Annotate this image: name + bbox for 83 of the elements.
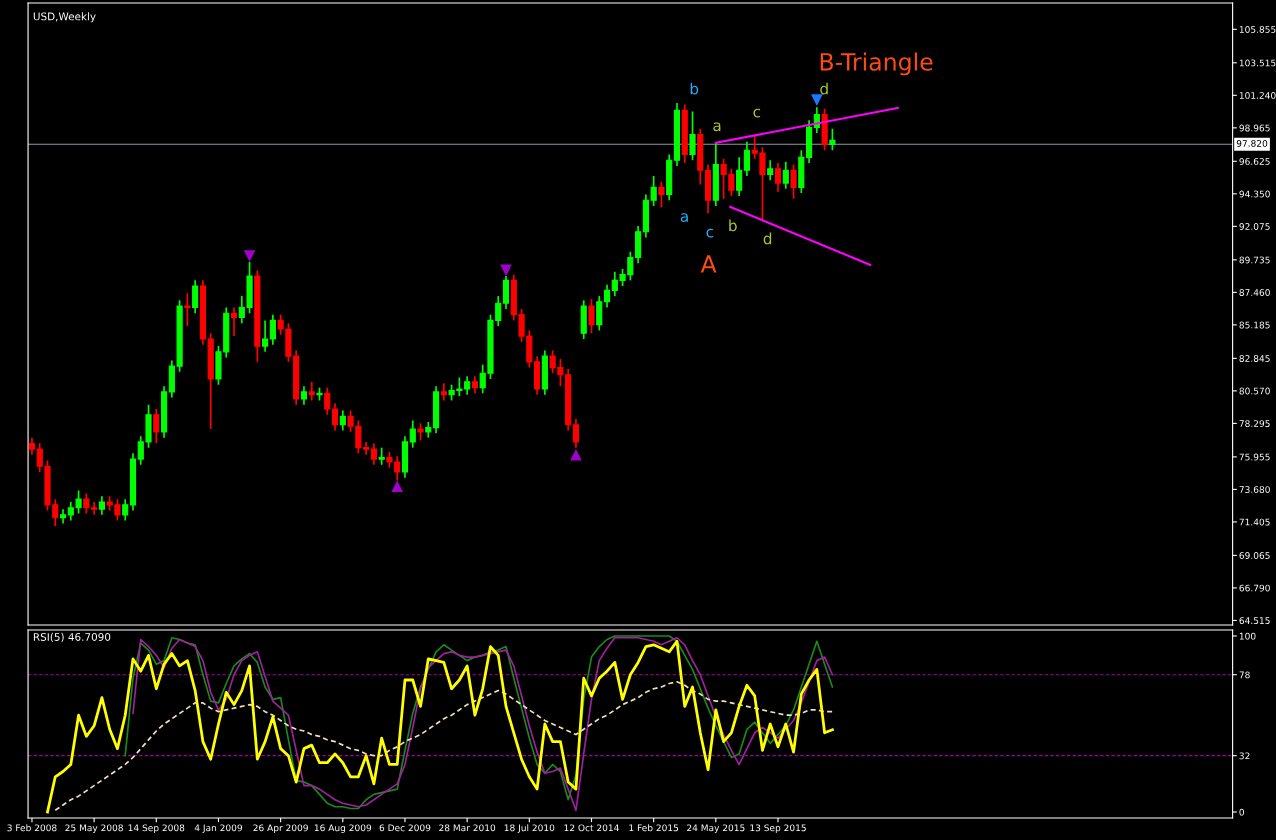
candlestick (689, 110, 696, 162)
candlestick (324, 386, 331, 416)
candlestick (98, 495, 105, 516)
candlestick (603, 283, 611, 309)
candlestick (596, 295, 603, 332)
y-tick-label: 100 (1239, 632, 1256, 640)
point (391, 480, 404, 493)
point (570, 448, 582, 461)
y-tick-label: 73.680 (1239, 486, 1270, 493)
x-tick-label: 16 Aug 2009 (314, 824, 372, 833)
candlestick (300, 385, 308, 406)
y-tick-label: 78 (1239, 671, 1250, 679)
y-tick-label: 71.405 (1239, 518, 1270, 526)
candlestick (440, 382, 447, 402)
annotation: a (713, 122, 721, 132)
y-tick-label: 87.460 (1239, 289, 1270, 296)
x-tick-label: 18 Jul 2010 (504, 824, 555, 833)
candlestick (658, 180, 665, 209)
candlestick (230, 306, 238, 337)
candlestick (774, 162, 782, 193)
point (811, 94, 823, 106)
candlestick (153, 408, 160, 445)
x-tick-label: 24 May 2015 (687, 824, 745, 833)
y-tick-label: 80.570 (1239, 387, 1270, 395)
candlestick (339, 409, 346, 432)
annotation: d (820, 82, 828, 95)
annotation: c (706, 228, 714, 238)
candlestick (122, 498, 129, 522)
annotation: A (700, 255, 717, 273)
x-tick-label: 28 Mar 2010 (439, 824, 496, 832)
y-tick-label: 82.845 (1239, 355, 1270, 362)
candlestick (743, 140, 750, 177)
candlestick (790, 163, 797, 200)
x-tick-label: 13 Sep 2015 (750, 824, 806, 833)
candlestick (829, 127, 836, 152)
x-tick-label: 14 Sep 2008 (128, 824, 185, 833)
candlestick (736, 156, 743, 197)
x-tick-label: 25 May 2008 (65, 824, 123, 833)
x-tick-label: 12 Oct 2014 (564, 824, 619, 832)
line-series (54, 680, 834, 812)
annotation: b (690, 82, 699, 95)
candlestick (767, 159, 774, 182)
y-tick-label: 85.185 (1239, 321, 1270, 329)
point (243, 250, 256, 262)
y-tick-label: 98.965 (1239, 124, 1270, 132)
x-tick-label: 1 Feb 2015 (629, 824, 679, 832)
candlestick (269, 313, 276, 346)
x-tick-label: 26 Apr 2009 (253, 824, 308, 833)
annotation: c (753, 108, 761, 118)
candlestick (370, 442, 377, 466)
chart-title: RSI(5) 46.7090 (33, 632, 111, 643)
x-tick-label: 6 Dec 2009 (379, 824, 431, 832)
candlestick (572, 418, 580, 449)
y-tick-label: 94.350 (1239, 190, 1270, 198)
y-tick-label: 64.515 (1239, 617, 1270, 625)
y-tick-label: 32 (1239, 752, 1250, 760)
annotation: d (763, 232, 772, 245)
x-tick-label: 3 Feb 2008 (7, 824, 57, 832)
candlestick (331, 402, 339, 432)
y-tick-label: 66.790 (1239, 584, 1270, 592)
annotation: B-Triangle (820, 52, 933, 76)
y-tick-label: 69.065 (1239, 552, 1270, 559)
candlestick (308, 381, 315, 402)
candlestick (588, 298, 595, 335)
y-tick-label: 0 (1239, 808, 1245, 816)
ref-line-label: 97.820 (1236, 140, 1268, 147)
y-tick-label: 89.735 (1239, 256, 1270, 264)
candlestick (262, 319, 269, 353)
y-tick-label: 103.515 (1239, 59, 1276, 67)
y-tick-label: 101.240 (1239, 92, 1276, 99)
y-tick-label: 78.295 (1239, 420, 1270, 427)
annotation: b (729, 219, 737, 232)
candlestick (192, 279, 199, 315)
candlestick (184, 292, 191, 327)
candlestick (409, 419, 416, 449)
annotation: a (680, 213, 688, 222)
y-tick-label: 92.075 (1239, 223, 1270, 230)
y-tick-label: 75.955 (1239, 453, 1270, 461)
candlestick (782, 160, 789, 190)
y-tick-label: 96.625 (1239, 158, 1270, 165)
text: USD,Weekly (33, 12, 96, 23)
x-tick-label: 4 Jan 2009 (194, 824, 243, 833)
y-tick-label: 105.855 (1239, 26, 1276, 33)
